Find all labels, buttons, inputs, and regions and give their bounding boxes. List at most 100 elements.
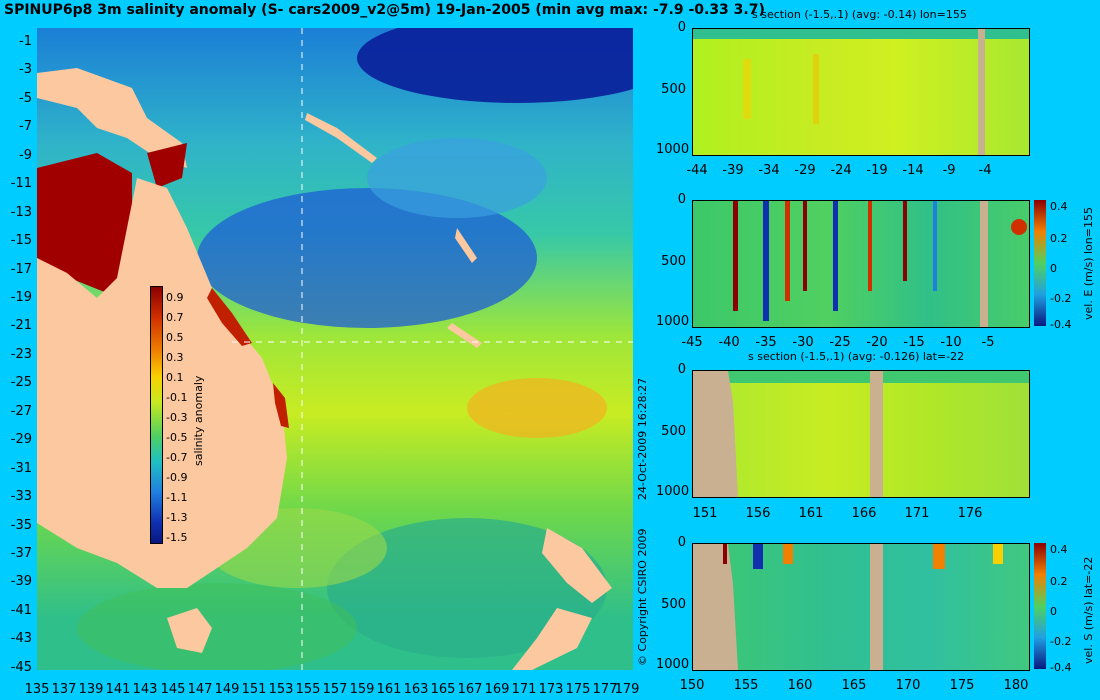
map-y-tick: -1 bbox=[19, 34, 32, 49]
map-x-tick: 151 bbox=[241, 682, 267, 697]
map-y-tick: -35 bbox=[10, 518, 32, 533]
colorbar-tick: 0.3 bbox=[166, 351, 184, 364]
colorbar-tick: 0.4 bbox=[1050, 200, 1068, 213]
map-x-tick: 163 bbox=[403, 682, 429, 697]
map-y-tick: -21 bbox=[10, 318, 32, 333]
x-tick: 160 bbox=[787, 678, 813, 693]
map-y-tick: -31 bbox=[10, 461, 32, 476]
colorbar-tick: 0.5 bbox=[166, 331, 184, 344]
x-tick: 171 bbox=[904, 506, 930, 521]
section2-colorbar bbox=[1034, 200, 1046, 326]
x-tick: 166 bbox=[851, 506, 877, 521]
x-tick: 151 bbox=[692, 506, 718, 521]
y-tick: 1000 bbox=[656, 314, 690, 329]
colorbar-tick: -0.4 bbox=[1050, 661, 1072, 674]
section3-layer bbox=[693, 371, 1029, 497]
colorbar-tick: 0.9 bbox=[166, 291, 184, 304]
map-y-tick: -45 bbox=[10, 660, 32, 675]
x-tick: -30 bbox=[792, 335, 814, 350]
map-x-tick: 179 bbox=[614, 682, 640, 697]
section3-plot bbox=[692, 370, 1030, 498]
map-x-tick: 141 bbox=[105, 682, 131, 697]
x-tick: -35 bbox=[755, 335, 777, 350]
map-x-tick: 173 bbox=[538, 682, 564, 697]
colorbar-tick: 0 bbox=[1050, 605, 1057, 618]
map-x-tick: 177 bbox=[592, 682, 618, 697]
map-y-tick: -37 bbox=[10, 546, 32, 561]
map-y-tick: -11 bbox=[10, 176, 32, 191]
x-tick: -29 bbox=[794, 163, 816, 178]
map-y-tick: -5 bbox=[19, 91, 32, 106]
map-x-tick: 167 bbox=[457, 682, 483, 697]
map-y-tick: -15 bbox=[10, 233, 32, 248]
map-y-tick: -39 bbox=[10, 574, 32, 589]
colorbar-label: salinity anomaly bbox=[192, 375, 205, 466]
x-tick: -19 bbox=[866, 163, 888, 178]
map-y-tick: -43 bbox=[10, 631, 32, 646]
x-tick: 175 bbox=[949, 678, 975, 693]
map-y-tick: -33 bbox=[10, 489, 32, 504]
x-tick: -24 bbox=[830, 163, 852, 178]
map-x-tick: 161 bbox=[376, 682, 402, 697]
y-tick: 0 bbox=[677, 20, 686, 35]
x-tick: 156 bbox=[745, 506, 771, 521]
section1-plot bbox=[692, 28, 1030, 156]
map-x-tick: 153 bbox=[268, 682, 294, 697]
map-layer bbox=[37, 28, 633, 670]
map-x-tick: 169 bbox=[484, 682, 510, 697]
x-tick: -5 bbox=[981, 335, 995, 350]
colorbar-tick: -0.7 bbox=[166, 451, 188, 464]
x-tick: 155 bbox=[733, 678, 759, 693]
y-tick: 500 bbox=[661, 254, 686, 269]
section4-cbar-label: vel. S (m/s) lat=-22 bbox=[1082, 556, 1095, 664]
colorbar-tick: -1.3 bbox=[166, 511, 188, 524]
x-tick: -10 bbox=[940, 335, 962, 350]
map-x-tick: 165 bbox=[430, 682, 456, 697]
section4-layer bbox=[693, 544, 1003, 670]
copyright: © Copyright CSIRO 2009 bbox=[636, 528, 649, 666]
section2-cbar-label: vel. E (m/s) lon=155 bbox=[1082, 207, 1095, 320]
map-y-tick: -13 bbox=[10, 205, 32, 220]
colorbar-tick: 0.2 bbox=[1050, 575, 1068, 588]
x-tick: -25 bbox=[829, 335, 851, 350]
x-tick: 165 bbox=[841, 678, 867, 693]
map-x-tick: 175 bbox=[565, 682, 591, 697]
colorbar-tick: 0 bbox=[1050, 262, 1057, 275]
map-x-tick: 157 bbox=[322, 682, 348, 697]
x-tick: 161 bbox=[798, 506, 824, 521]
colorbar-tick: 0.1 bbox=[166, 371, 184, 384]
colorbar-tick: -0.5 bbox=[166, 431, 188, 444]
colorbar-tick: 0.7 bbox=[166, 311, 184, 324]
y-tick: 1000 bbox=[656, 142, 690, 157]
x-tick: -44 bbox=[686, 163, 708, 178]
map-y-tick: -17 bbox=[10, 262, 32, 277]
y-tick: 500 bbox=[661, 82, 686, 97]
colorbar-tick: -1.1 bbox=[166, 491, 188, 504]
y-tick: 500 bbox=[661, 424, 686, 439]
colorbar-tick: -0.2 bbox=[1050, 635, 1072, 648]
map-y-tick: -23 bbox=[10, 347, 32, 362]
x-tick: -40 bbox=[718, 335, 740, 350]
map-x-tick: 159 bbox=[349, 682, 375, 697]
map-y-tick: -7 bbox=[19, 119, 32, 134]
map-x-tick: 147 bbox=[187, 682, 213, 697]
section1-layer bbox=[693, 29, 1029, 155]
map-y-tick: -19 bbox=[10, 290, 32, 305]
salinity-map bbox=[37, 28, 633, 670]
figure-title: SPINUP6p8 3m salinity anomaly (S- cars20… bbox=[4, 2, 765, 18]
colorbar-tick: -0.9 bbox=[166, 471, 188, 484]
colorbar-tick: -0.3 bbox=[166, 411, 188, 424]
section4-plot bbox=[692, 543, 1030, 671]
section2-layer bbox=[733, 201, 1027, 327]
map-colorbar bbox=[150, 286, 163, 544]
map-y-tick: -3 bbox=[19, 62, 32, 77]
x-tick: 170 bbox=[895, 678, 921, 693]
colorbar-tick: -0.2 bbox=[1050, 292, 1072, 305]
x-tick: 150 bbox=[679, 678, 705, 693]
colorbar-tick: -1.5 bbox=[166, 531, 188, 544]
x-tick: -34 bbox=[758, 163, 780, 178]
x-tick: -14 bbox=[902, 163, 924, 178]
map-y-tick: -29 bbox=[10, 432, 32, 447]
timestamp: 24-Oct-2009 16:28:27 bbox=[636, 377, 649, 500]
x-tick: 176 bbox=[957, 506, 983, 521]
